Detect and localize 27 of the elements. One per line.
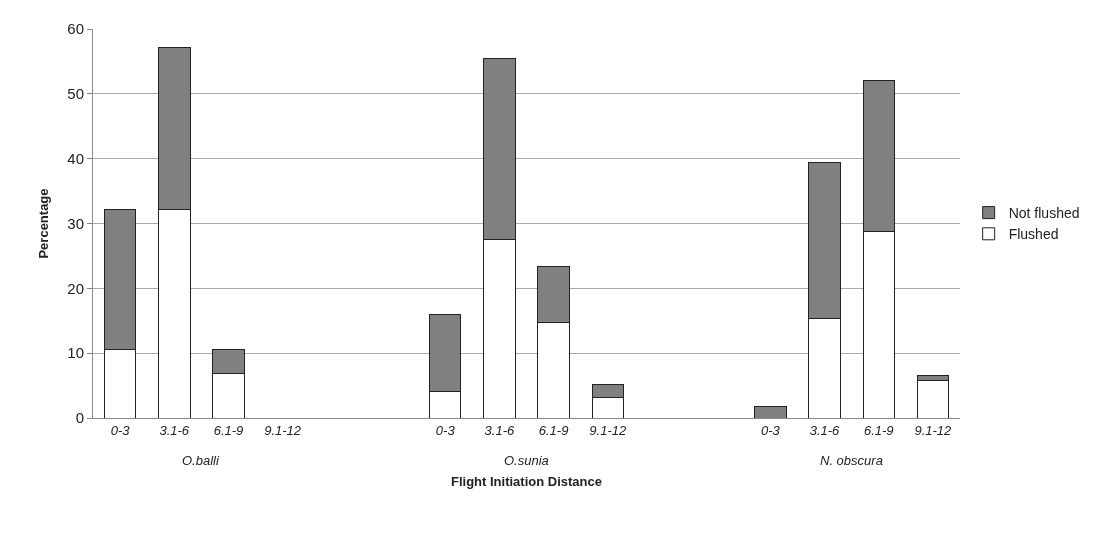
y-tick-label: 30 (67, 214, 84, 232)
text: O.balli (182, 453, 220, 468)
y-tick-label: 20 (67, 279, 84, 297)
x-tick-label: 3.1-6 (809, 422, 841, 438)
text: N. obscura (820, 453, 883, 468)
x-tick-label: 6.1-9 (538, 422, 569, 438)
y-tick-label: 60 (67, 20, 84, 38)
x-tick-label: 9.1-12 (589, 422, 627, 438)
x-tick-label: 3.1-6 (484, 422, 515, 438)
legend-label: Flushed (1008, 226, 1059, 243)
x-tick-label: 0-3 (435, 422, 456, 438)
x-tick-label: 6.1-9 (863, 422, 894, 438)
legend-label: Not flushed (1008, 205, 1080, 222)
y-tick-label: 0 (75, 409, 84, 427)
x-tick-label: 3.1-6 (159, 422, 190, 438)
x-tick-label: 0-3 (760, 422, 781, 438)
bar (916, 379, 950, 418)
x-tick-label: 9.1-12 (914, 422, 953, 438)
y-axis-title: Percentage (36, 188, 52, 259)
x-tick-label: 6.1-9 (213, 422, 244, 438)
text: O.sunia (504, 453, 549, 468)
x-axis-title: Flight Initiation Distance (451, 474, 602, 490)
y-tick-label: 40 (67, 149, 84, 167)
x-tick-label: 9.1-12 (264, 422, 302, 438)
y-tick-label: 50 (67, 85, 84, 103)
x-tick-label: 0-3 (110, 422, 131, 438)
y-tick-label: 10 (67, 344, 84, 362)
